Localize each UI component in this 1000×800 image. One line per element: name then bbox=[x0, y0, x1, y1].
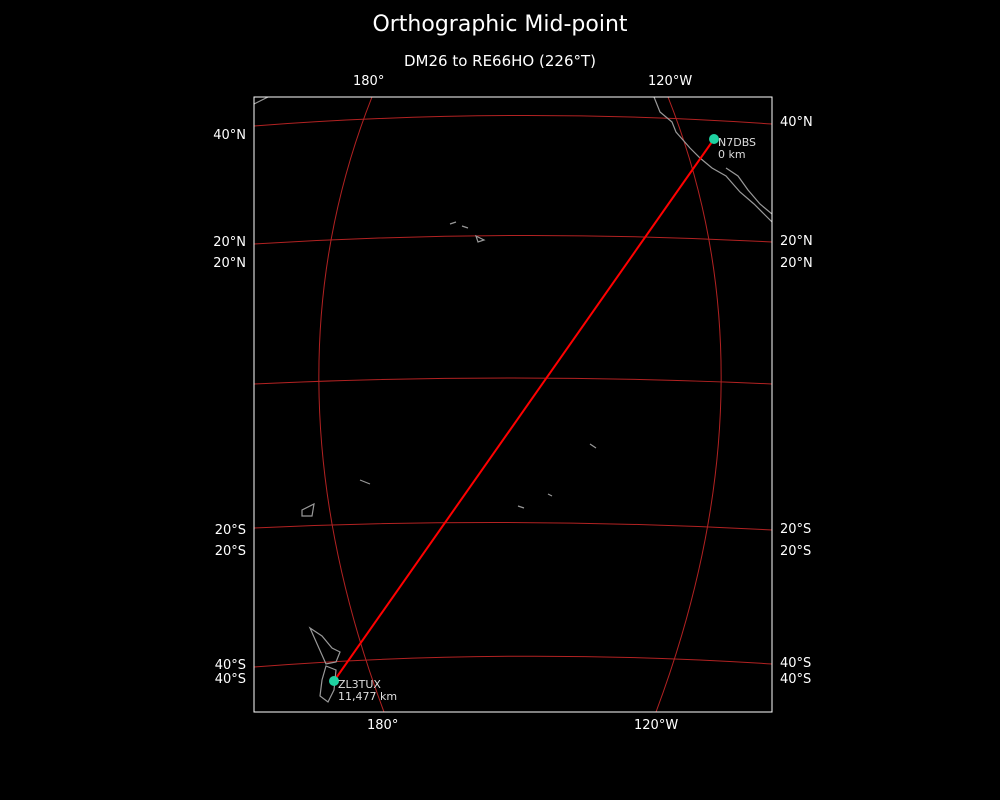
station-marker-zl3tux[interactable] bbox=[329, 676, 339, 686]
left-label: 20°N bbox=[213, 235, 246, 250]
coastlines bbox=[254, 97, 772, 703]
right-label: 20°S bbox=[780, 522, 812, 537]
right-label: 20°S bbox=[780, 544, 812, 559]
left-label: 40°S bbox=[214, 672, 246, 687]
great-circle-path bbox=[333, 138, 715, 682]
parallel-40s bbox=[254, 655, 772, 668]
right-label: 20°N bbox=[780, 234, 813, 249]
station-distance: 0 km bbox=[718, 148, 746, 161]
top-label-120w: 120°W bbox=[648, 74, 693, 89]
right-label: 20°N bbox=[780, 256, 813, 271]
station-label-n7dbs: N7DBS 0 km bbox=[718, 137, 756, 161]
right-label: 40°S bbox=[780, 656, 812, 671]
bottom-label-180: 180° bbox=[367, 718, 399, 733]
bottom-label-120w: 120°W bbox=[634, 718, 679, 733]
equator bbox=[254, 377, 772, 385]
station-label-zl3tux: ZL3TUX 11,477 km bbox=[338, 679, 397, 703]
station-call: N7DBS bbox=[718, 136, 757, 149]
parallel-20n bbox=[254, 234, 772, 245]
parallel-40n bbox=[254, 114, 772, 127]
station-marker-n7dbs[interactable] bbox=[709, 134, 719, 144]
top-label-180: 180° bbox=[353, 74, 385, 89]
parallel-20s bbox=[254, 521, 772, 531]
left-label: 40°S bbox=[214, 658, 246, 673]
left-label: 20°N bbox=[213, 256, 246, 271]
map-subtitle: DM26 to RE66HO (226°T) bbox=[403, 52, 596, 70]
meridian-120w bbox=[655, 97, 722, 712]
right-label: 40°S bbox=[780, 672, 812, 687]
meridian-180 bbox=[318, 97, 385, 712]
station-call: ZL3TUX bbox=[338, 678, 381, 691]
left-label: 20°S bbox=[214, 523, 246, 538]
station-distance: 11,477 km bbox=[338, 690, 398, 703]
right-label: 40°N bbox=[780, 115, 813, 130]
left-label: 20°S bbox=[214, 544, 246, 559]
left-label: 40°N bbox=[213, 128, 246, 143]
graticule bbox=[254, 97, 772, 712]
map-title: Orthographic Mid-point bbox=[372, 12, 628, 37]
map-frame bbox=[253, 96, 773, 713]
